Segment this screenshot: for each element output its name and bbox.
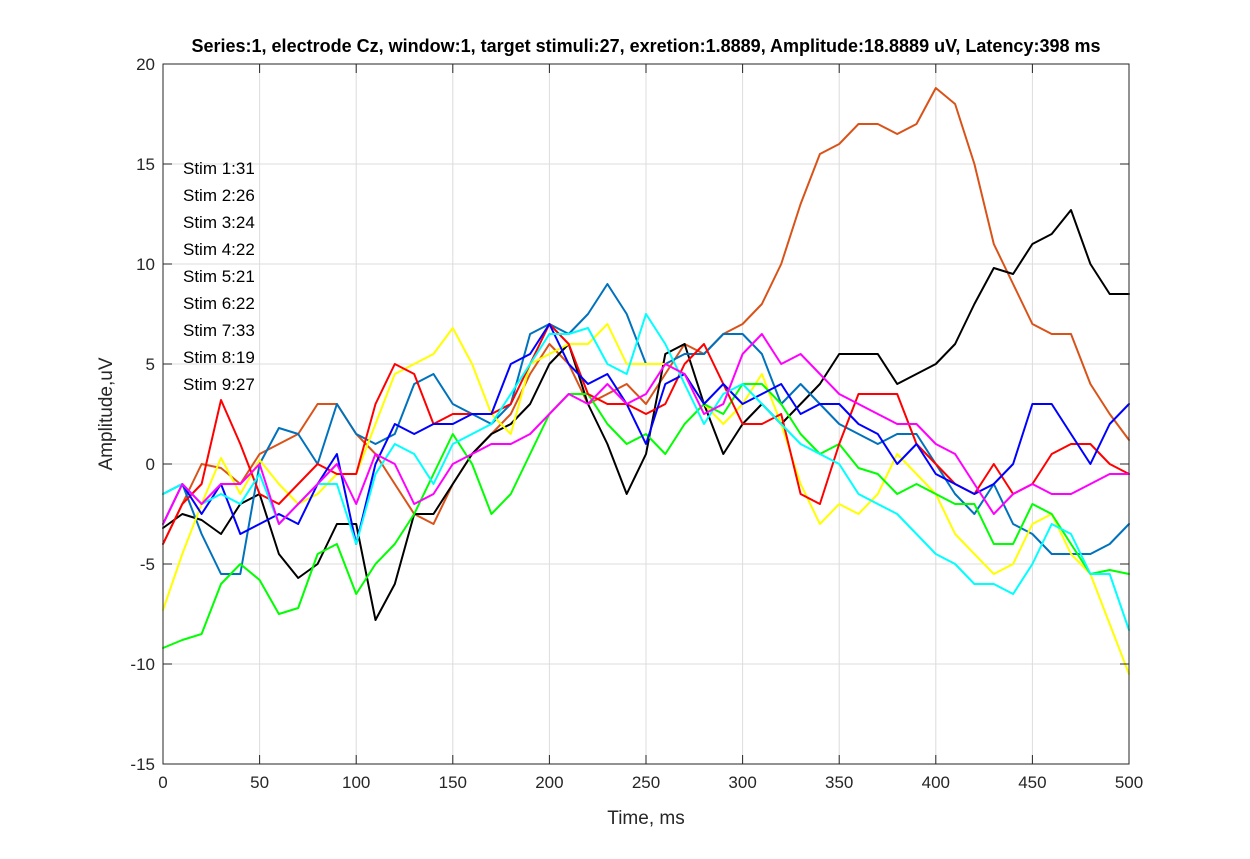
stim-annotation: Stim 7:33 [183, 321, 255, 340]
series-line-4 [162, 323, 1130, 675]
stim-annotation: Stim 9:27 [183, 375, 255, 394]
x-tick-label: 450 [1018, 773, 1046, 792]
x-tick-label: 200 [535, 773, 563, 792]
y-tick-label: 10 [136, 255, 155, 274]
series-line-8 [162, 313, 1130, 631]
x-tick-label: 0 [158, 773, 167, 792]
y-tick-label: 5 [146, 355, 155, 374]
series-line-9 [162, 333, 1130, 525]
stim-annotations: Stim 1:31 Stim 2:26 Stim 3:24 Stim 4:22 Stim… [183, 159, 255, 394]
y-tick-label: -15 [130, 755, 155, 774]
x-tick-label: 500 [1115, 773, 1143, 792]
stim-annotation: Stim 2:26 [183, 186, 255, 205]
y-tick-label: -10 [130, 655, 155, 674]
stim-annotation: Stim 5:21 [183, 267, 255, 286]
axis-ticks: 0 50 100 150 200 250 300 350 400 450 500 -15 -10 -5 0 5… [130, 55, 1143, 792]
stim-annotation: Stim 3:24 [183, 213, 255, 232]
stim-annotation: Stim 6:22 [183, 294, 255, 313]
stim-annotation: Stim 4:22 [183, 240, 255, 259]
x-tick-label: 350 [825, 773, 853, 792]
x-tick-label: 150 [439, 773, 467, 792]
x-tick-label: 100 [342, 773, 370, 792]
x-tick-label: 400 [922, 773, 950, 792]
x-tick-label: 300 [728, 773, 756, 792]
series-line-7 [162, 323, 1130, 545]
stim-annotation: Stim 8:19 [183, 348, 255, 367]
series-line-1 [162, 87, 1130, 545]
x-tick-label: 250 [632, 773, 660, 792]
y-tick-label: -5 [140, 555, 155, 574]
y-tick-label: 0 [146, 455, 155, 474]
y-tick-label: 20 [136, 55, 155, 74]
chart-title: Series:1, electrode Cz, window:1, target… [192, 36, 1101, 56]
x-axis-label: Time, ms [607, 808, 684, 829]
series-group [162, 87, 1130, 675]
stim-annotation: Stim 1:31 [183, 159, 255, 178]
series-line-5 [162, 383, 1130, 649]
y-tick-label: 15 [136, 155, 155, 174]
y-axis-label: Amplitude,uV [96, 357, 117, 470]
x-tick-label: 50 [250, 773, 269, 792]
